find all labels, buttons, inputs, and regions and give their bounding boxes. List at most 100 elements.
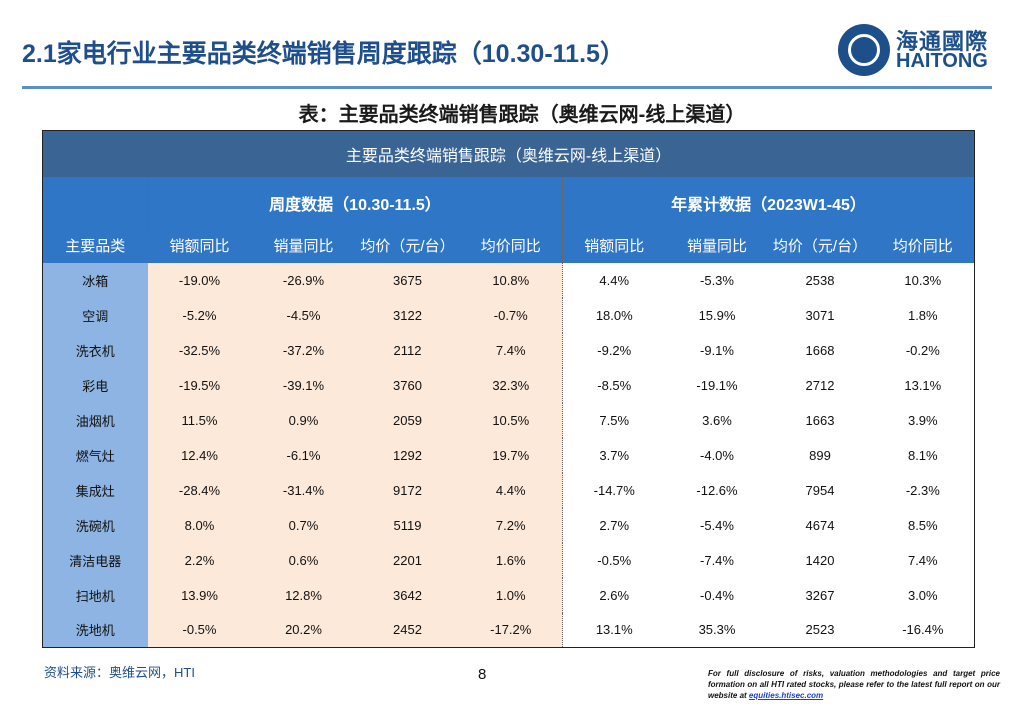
value-cell: 15.9% [665, 297, 769, 333]
table-row: 彩电 -19.5% -39.1% 3760 32.3% -8.5% -19.1% 2712 13… [42, 367, 975, 403]
value-cell: 1668 [768, 332, 872, 368]
value-cell: 1.8% [871, 297, 975, 333]
value-cell: 0.9% [251, 402, 356, 438]
column-header: 主要品类 [42, 228, 148, 263]
category-cell: 空调 [42, 297, 148, 333]
category-cell: 燃气灶 [42, 437, 148, 473]
value-cell: 7954 [768, 472, 872, 508]
value-cell: -5.3% [665, 262, 769, 298]
category-cell: 洗衣机 [42, 332, 148, 368]
value-cell: 3122 [355, 297, 460, 333]
value-cell: -9.1% [665, 332, 769, 368]
value-cell: -17.2% [459, 612, 563, 648]
logo-text-en: HAITONG [896, 50, 988, 72]
column-header: 均价同比 [871, 228, 975, 263]
value-cell: 2201 [355, 542, 460, 578]
table-row: 空调 -5.2% -4.5% 3122 -0.7% 18.0% 15.9% 3071 1.8% [42, 297, 975, 333]
value-cell: -0.4% [665, 577, 769, 613]
value-cell: -7.4% [665, 542, 769, 578]
column-header: 销额同比 [562, 228, 666, 263]
value-cell: -9.2% [562, 332, 666, 368]
value-cell: 32.3% [459, 367, 563, 403]
value-cell: 2712 [768, 367, 872, 403]
table-row: 燃气灶 12.4% -6.1% 1292 19.7% 3.7% -4.0% 899 8.1% [42, 437, 975, 473]
table-row: 清洁电器 2.2% 0.6% 2201 1.6% -0.5% -7.4% 1420 7.4% [42, 542, 975, 578]
value-cell: 4674 [768, 507, 872, 543]
category-cell: 洗地机 [42, 612, 148, 648]
value-cell: -39.1% [251, 367, 356, 403]
value-cell: 2.2% [147, 542, 252, 578]
category-cell: 洗碗机 [42, 507, 148, 543]
table-row: 洗碗机 8.0% 0.7% 5119 7.2% 2.7% -5.4% 4674 8.5% [42, 507, 975, 543]
category-cell: 扫地机 [42, 577, 148, 613]
value-cell: 3071 [768, 297, 872, 333]
value-cell: 2538 [768, 262, 872, 298]
value-cell: 9172 [355, 472, 460, 508]
table-row: 洗地机 -0.5% 20.2% 2452 -17.2% 13.1% 35.3% 2523 -16… [42, 612, 975, 648]
value-cell: 18.0% [562, 297, 666, 333]
value-cell: 7.2% [459, 507, 563, 543]
value-cell: -4.5% [251, 297, 356, 333]
value-cell: 3.0% [871, 577, 975, 613]
value-cell: 20.2% [251, 612, 356, 648]
table-title: 主要品类终端销售跟踪（奥维云网-线上渠道） [42, 130, 975, 177]
value-cell: 13.9% [147, 577, 252, 613]
category-cell: 彩电 [42, 367, 148, 403]
value-cell: 1663 [768, 402, 872, 438]
value-cell: 3642 [355, 577, 460, 613]
value-cell: 2.6% [562, 577, 666, 613]
disclaimer-text: For full disclosure of risks, valuation … [708, 669, 1000, 700]
value-cell: -19.5% [147, 367, 252, 403]
value-cell: -5.4% [665, 507, 769, 543]
column-header: 销量同比 [251, 228, 356, 263]
table-row: 冰箱 -19.0% -26.9% 3675 10.8% 4.4% -5.3% 2538 10.3… [42, 262, 975, 298]
value-cell: 3.9% [871, 402, 975, 438]
value-cell: 4.4% [459, 472, 563, 508]
value-cell: 3.7% [562, 437, 666, 473]
value-cell: -0.2% [871, 332, 975, 368]
value-cell: 7.4% [459, 332, 563, 368]
value-cell: 7.5% [562, 402, 666, 438]
table-row: 扫地机 13.9% 12.8% 3642 1.0% 2.6% -0.4% 3267 3.0% [42, 577, 975, 613]
table-row: 集成灶 -28.4% -31.4% 9172 4.4% -14.7% -12.6% 7954-… [42, 472, 975, 508]
group-ytd: 年累计数据（2023W1-45） [561, 176, 975, 229]
page-number: 8 [478, 666, 487, 683]
value-cell: -0.7% [459, 297, 563, 333]
table-caption: 表：主要品类终端销售跟踪（奥维云网-线上渠道） [298, 104, 746, 126]
value-cell: 0.6% [251, 542, 356, 578]
value-cell: -2.3% [871, 472, 975, 508]
column-header: 均价（元/台） [768, 228, 872, 263]
value-cell: -37.2% [251, 332, 356, 368]
haitong-logo: 海通國際 HAITONG [838, 22, 998, 78]
website-link[interactable]: equities.htisec.com [748, 691, 824, 700]
value-cell: -0.5% [147, 612, 252, 648]
table-row: 油烟机 11.5% 0.9% 2059 10.5% 7.5% 3.6% 1663 3.9% [42, 402, 975, 438]
value-cell: 11.5% [147, 402, 252, 438]
value-cell: 2452 [355, 612, 460, 648]
logo-text-cn: 海通國際 [896, 29, 989, 54]
value-cell: 0.7% [251, 507, 356, 543]
value-cell: -19.1% [665, 367, 769, 403]
value-cell: 1.0% [459, 577, 563, 613]
column-header: 销量同比 [665, 228, 769, 263]
value-cell: 8.5% [871, 507, 975, 543]
value-cell: 2.7% [562, 507, 666, 543]
category-cell: 冰箱 [42, 262, 148, 298]
value-cell: 8.0% [147, 507, 252, 543]
value-cell: -6.1% [251, 437, 356, 473]
value-cell: 19.7% [459, 437, 563, 473]
value-cell: -14.7% [562, 472, 666, 508]
disclaimer: For full disclosure of risks, valuation … [708, 668, 1000, 701]
value-cell: 1.6% [459, 542, 563, 578]
value-cell: 3267 [768, 577, 872, 613]
value-cell: 2112 [355, 332, 460, 368]
value-cell: -12.6% [665, 472, 769, 508]
table-row: 洗衣机 -32.5% -37.2% 2112 7.4% -9.2% -9.1% 1668 -0.… [42, 332, 975, 368]
category-cell: 集成灶 [42, 472, 148, 508]
value-cell: 3.6% [665, 402, 769, 438]
value-cell: 5119 [355, 507, 460, 543]
header-blank [42, 176, 148, 229]
value-cell: -4.0% [665, 437, 769, 473]
value-cell: 3675 [355, 262, 460, 298]
value-cell: 8.1% [871, 437, 975, 473]
